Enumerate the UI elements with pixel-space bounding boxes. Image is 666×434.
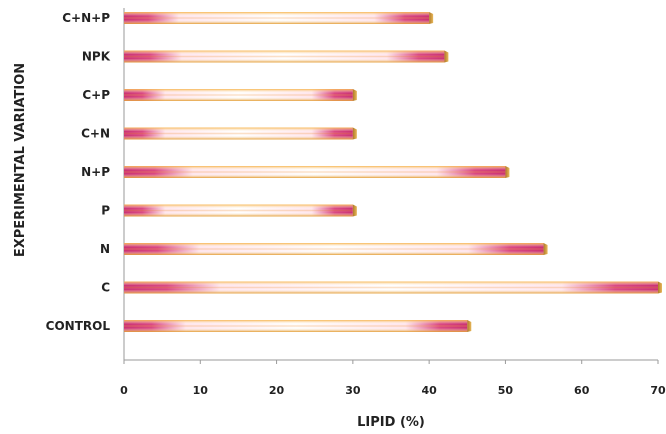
category-label: NPK (82, 50, 111, 64)
bar-shine (124, 89, 353, 101)
category-label: C (101, 281, 110, 295)
x-tick-label: 40 (421, 384, 437, 397)
bar-shine (124, 50, 445, 63)
bar-npk (124, 50, 449, 63)
category-label: C+P (82, 88, 110, 102)
bar-control (124, 320, 472, 332)
bar-end-cap (467, 320, 472, 332)
bar-shine (124, 12, 430, 24)
bar-end-cap (505, 166, 510, 178)
bar-c (124, 281, 662, 294)
x-tick-label: 50 (498, 384, 514, 397)
x-tick-label: 60 (574, 384, 590, 397)
x-tick-label: 70 (650, 384, 666, 397)
x-tick-label: 20 (269, 384, 285, 397)
bar-c-n-p (124, 12, 434, 24)
x-tick-label: 0 (120, 384, 128, 397)
bar-n (124, 243, 548, 255)
bar-shine (124, 281, 658, 294)
category-label: C+N (81, 127, 110, 141)
bar-n-p (124, 166, 510, 178)
bars-layer (124, 12, 662, 332)
bar-shine (124, 127, 353, 140)
category-label: C+N+P (62, 11, 110, 25)
bar-end-cap (658, 281, 662, 294)
x-axis-title: LIPID (%) (357, 415, 425, 430)
bar-end-cap (352, 204, 357, 217)
bar-end-cap (429, 12, 434, 24)
bar-end-cap (543, 243, 548, 255)
bar-c-p (124, 89, 357, 101)
category-label: N (100, 242, 110, 256)
category-label: P (101, 204, 110, 218)
category-label: N+P (81, 165, 110, 179)
x-tick-label: 30 (345, 384, 361, 397)
category-label: CONTROL (46, 319, 111, 333)
bar-end-cap (352, 127, 357, 140)
bar-end-cap (352, 89, 357, 101)
bar-p (124, 204, 357, 217)
y-axis-title: EXPERIMENTAL VARIATION (13, 63, 28, 257)
category-labels: C+N+P NPK C+P C+N N+P P N C CONTROL (46, 11, 111, 333)
bar-shine (124, 320, 468, 332)
bar-c-n (124, 127, 357, 140)
bar-shine (124, 243, 544, 255)
bar-shine (124, 204, 353, 217)
x-tick-label: 10 (193, 384, 209, 397)
plot-area: C+N+P NPK C+P C+N N+P P N C CONTROL 0 10 20 30 40 50 6… (46, 8, 666, 397)
x-tick-labels: 0 10 20 30 40 50 60 70 (120, 360, 666, 397)
bar-end-cap (444, 50, 449, 63)
bar-shine (124, 166, 506, 178)
